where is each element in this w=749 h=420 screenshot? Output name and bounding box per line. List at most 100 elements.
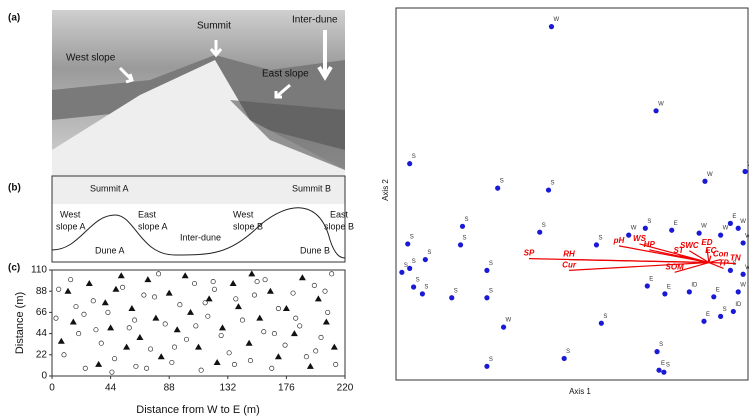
plot-frame [51, 269, 346, 377]
site-point [457, 242, 464, 248]
site-label: S [416, 278, 420, 284]
site-point [669, 227, 675, 233]
site-point [654, 349, 660, 355]
site-label: W [701, 224, 707, 230]
panel-label: (b) [8, 183, 21, 194]
shrub-circle [98, 340, 104, 346]
site-label: W [658, 101, 664, 107]
site-point [407, 161, 413, 167]
shrub-circle [171, 344, 178, 350]
shrub-triangle [112, 285, 120, 292]
panel-label: (c) [8, 263, 20, 274]
shrub-circle [297, 323, 303, 329]
site-point [626, 232, 632, 238]
env-vector [706, 247, 710, 263]
env-vector [674, 261, 710, 273]
site-label: E [661, 361, 665, 367]
ordination-frame [395, 7, 749, 381]
site-label: S [489, 357, 493, 363]
site-label: W [740, 282, 746, 288]
photo-shrubs [230, 100, 345, 170]
profile-text: Summit A [90, 183, 129, 193]
site-point [735, 289, 741, 295]
x-tick-label: 44 [105, 383, 117, 394]
profile-text: slope B [324, 221, 354, 231]
shrub-circle [329, 271, 335, 277]
shrub-circle [141, 292, 147, 298]
shrub-triangle [123, 343, 131, 350]
env-vector [569, 258, 709, 264]
shrub-circle [105, 309, 111, 315]
shrub-triangle [69, 318, 77, 325]
site-point [422, 256, 428, 263]
annotation: West slope [66, 53, 116, 64]
site-label: ID [691, 282, 698, 288]
shrub-circle [82, 365, 88, 371]
site-point [742, 168, 748, 175]
profile-text: slope B [233, 221, 263, 231]
shrub-circle [262, 277, 268, 283]
site-point [730, 308, 736, 315]
shrub-circle [210, 279, 216, 285]
arrow [209, 40, 223, 58]
site-point [593, 242, 600, 248]
shrub-triangle [229, 279, 237, 286]
shrub-triangle [95, 360, 103, 367]
site-point [459, 223, 466, 229]
site-point [686, 289, 692, 295]
shrub-circle [303, 354, 309, 360]
site-label: S [659, 342, 663, 348]
env-vector [689, 250, 710, 264]
shrub-circle [251, 292, 257, 298]
shrub-circle [73, 304, 79, 310]
shrub-circle [271, 331, 277, 337]
site-point [545, 187, 552, 193]
arrow [317, 30, 333, 81]
shrub-circle [254, 279, 260, 285]
site-point [495, 185, 501, 191]
site-point [399, 269, 405, 275]
x-axis-label: Distance from W to E (m) [136, 404, 259, 416]
site-label: S [454, 288, 458, 294]
site-point [484, 295, 490, 301]
shrub-circle [261, 329, 267, 335]
shrub-circle [61, 352, 67, 358]
shrub-circle [155, 271, 162, 277]
site-label: S [464, 217, 468, 223]
x-tick-label: 132 [219, 383, 236, 394]
shrub-circle [133, 363, 139, 369]
x-tick-label: 176 [278, 383, 295, 394]
site-label: E [674, 221, 678, 227]
x-axis-label: Axis 1 [569, 387, 591, 396]
site-label: S [489, 288, 493, 294]
shrub-circle [144, 365, 150, 371]
site-label: W [723, 226, 729, 232]
shrub-circle [239, 317, 246, 323]
shrub-triangle [274, 353, 282, 360]
site-label: E [716, 287, 720, 293]
site-point [661, 369, 667, 375]
annotation: Inter-dune [292, 15, 338, 26]
site-label: S [424, 284, 428, 290]
site-label: S [566, 349, 570, 355]
shrub-circle [193, 323, 199, 329]
site-point [718, 313, 724, 319]
shrub-circle [318, 334, 324, 341]
shrub-triangle [248, 270, 256, 277]
env-vector [678, 255, 710, 264]
arrow [274, 83, 291, 99]
site-point [548, 24, 555, 30]
site-point [740, 240, 746, 246]
shrub-triangle [136, 333, 144, 340]
site-point [644, 283, 650, 289]
shrub-circle [205, 313, 211, 319]
y-tick-label: 22 [36, 349, 48, 360]
y-tick-label: 0 [41, 371, 47, 382]
site-point [696, 230, 702, 236]
site-point [656, 367, 662, 373]
shrub-triangle [157, 353, 165, 360]
site-label: S [412, 154, 416, 160]
profile-text: West [60, 209, 81, 219]
profile-text: Dune B [300, 245, 330, 255]
shrub-triangle [306, 362, 314, 369]
